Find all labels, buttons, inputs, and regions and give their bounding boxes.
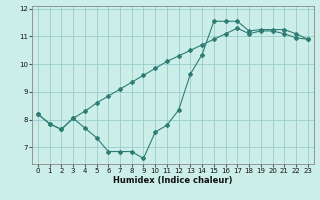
X-axis label: Humidex (Indice chaleur): Humidex (Indice chaleur) <box>113 176 233 185</box>
